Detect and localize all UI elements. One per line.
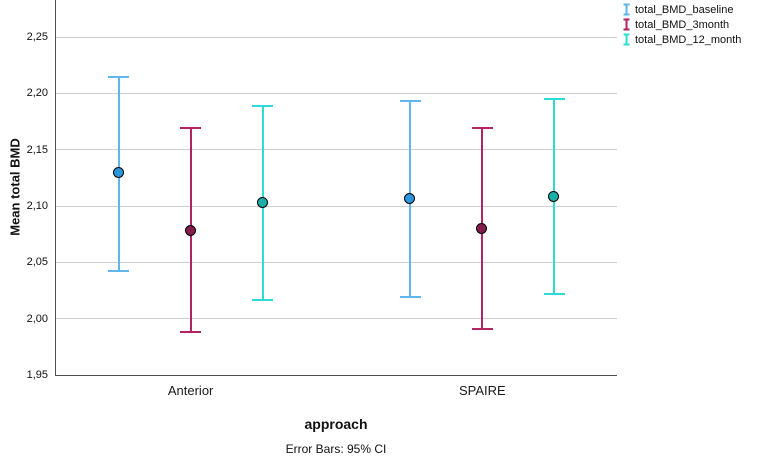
ci-cap-top <box>180 127 202 130</box>
error-bars-footnote: Error Bars: 95% CI <box>285 442 387 456</box>
y-axis-tick-label: 1,95 <box>26 369 48 381</box>
ci-cap-bottom <box>471 327 493 330</box>
legend: total_BMD_baseline total_BMD_3month total_… <box>622 2 741 47</box>
gridline <box>56 205 617 207</box>
ci-cap-top <box>108 75 130 78</box>
ci-cap-bottom <box>399 296 421 299</box>
ci-cap-top <box>471 127 493 130</box>
mean-marker <box>476 222 488 234</box>
legend-item: total_BMD_12_month <box>622 32 741 47</box>
y-axis-tick-label: 2,00 <box>26 312 48 325</box>
x-axis-title: approach <box>304 416 368 432</box>
y-axis-tick-label: 2,10 <box>26 200 48 213</box>
legend-item: total_BMD_baseline <box>622 2 741 17</box>
error-bar <box>180 0 202 375</box>
error-bar <box>108 0 130 375</box>
gridline <box>56 92 617 94</box>
mean-marker <box>112 167 124 179</box>
ci-cap-top <box>543 98 565 101</box>
y-axis-tick-label: 2,15 <box>26 143 48 156</box>
mean-marker <box>184 224 196 236</box>
ci-cap-bottom <box>543 292 565 295</box>
ci-cap-bottom <box>108 270 130 273</box>
gridline <box>56 149 617 151</box>
mean-marker <box>256 196 268 208</box>
mean-marker <box>404 193 416 205</box>
y-axis-tick-label: 2,20 <box>26 87 48 100</box>
gridline <box>56 261 617 263</box>
legend-label: total_BMD_3month <box>635 18 730 31</box>
ci-cap-top <box>252 104 274 107</box>
gridline <box>56 318 617 320</box>
error-bar-icon <box>623 33 630 46</box>
legend-item: total_BMD_3month <box>622 17 741 32</box>
error-bar <box>252 0 274 375</box>
ci-cap-bottom <box>180 331 202 334</box>
x-axis-tick-label: Anterior <box>167 383 214 398</box>
legend-label: total_BMD_12_month <box>635 33 742 46</box>
legend-label: total_BMD_baseline <box>635 3 734 16</box>
mean-marker <box>548 191 560 203</box>
plot-area <box>55 0 617 376</box>
y-axis-tick-label: 2,25 <box>26 31 48 44</box>
y-axis-tick-label: 2,05 <box>26 256 48 269</box>
error-bar <box>543 0 565 375</box>
gridline <box>56 36 617 38</box>
ci-cap-bottom <box>252 298 274 301</box>
error-bar <box>399 0 421 375</box>
error-bar <box>471 0 493 375</box>
x-axis-tick-label: SPAIRE <box>459 383 506 398</box>
error-bar-icon <box>623 3 630 16</box>
error-bar-icon <box>623 18 630 31</box>
ci-cap-top <box>399 100 421 103</box>
